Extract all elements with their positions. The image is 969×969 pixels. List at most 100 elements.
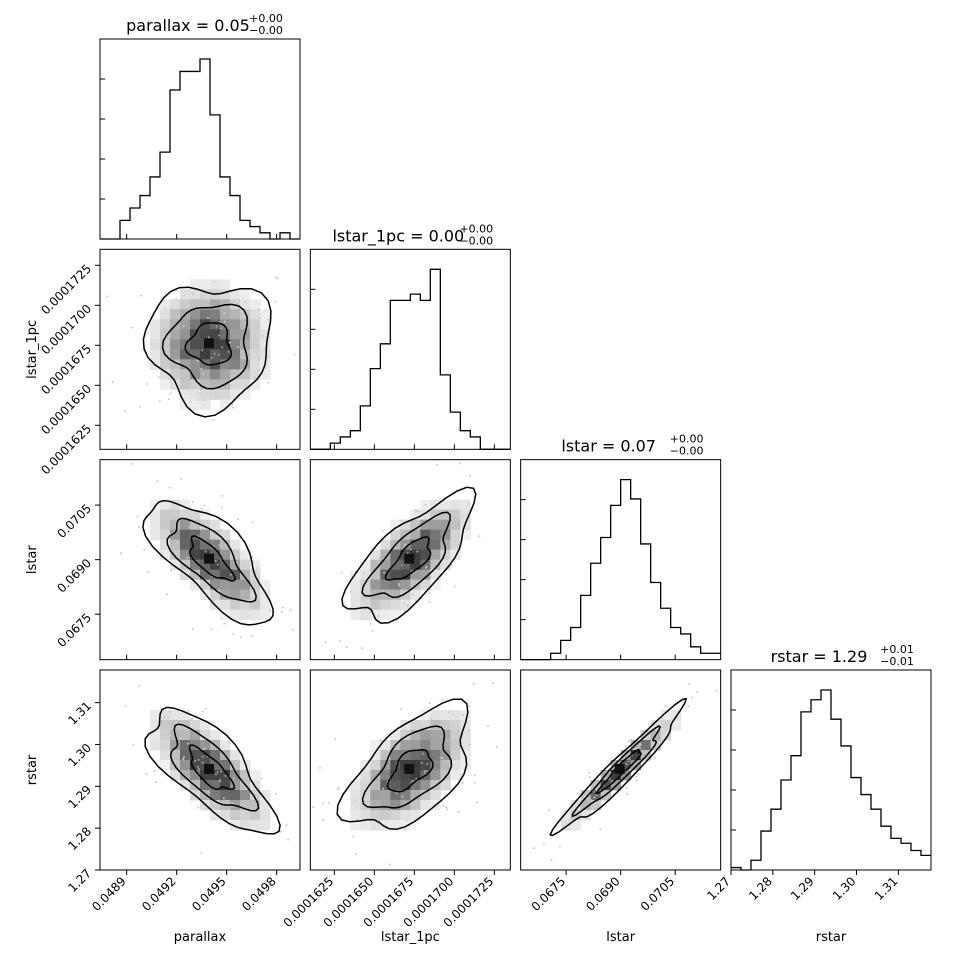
density-peak bbox=[404, 763, 415, 774]
y-tick-label-rstar: 1.30 bbox=[65, 741, 94, 770]
density-cell bbox=[200, 559, 211, 571]
density-cell bbox=[360, 769, 371, 781]
density-cell bbox=[180, 509, 191, 521]
density-cell bbox=[170, 369, 181, 380]
density-cell bbox=[220, 809, 231, 821]
scatter-point bbox=[267, 318, 270, 321]
density-cell bbox=[190, 339, 201, 350]
density-cell bbox=[200, 519, 211, 531]
density-cell bbox=[370, 789, 381, 801]
density-cell bbox=[250, 809, 261, 821]
density-cell bbox=[390, 779, 401, 791]
contour-level-1 bbox=[341, 486, 477, 624]
scatter-point bbox=[635, 775, 638, 778]
density-cell bbox=[400, 569, 411, 581]
density-cell bbox=[190, 549, 201, 561]
scatter-point bbox=[467, 729, 470, 732]
scatter-point bbox=[178, 737, 181, 740]
scatter-point bbox=[261, 334, 264, 337]
scatter-point bbox=[583, 793, 586, 796]
density-cell bbox=[170, 309, 181, 320]
density-cell bbox=[160, 719, 171, 731]
y-axis-label-rstar: rstar bbox=[25, 754, 40, 785]
scatter-point bbox=[186, 556, 189, 559]
scatter-point bbox=[243, 301, 246, 304]
scatter-point bbox=[354, 799, 357, 802]
density-cell bbox=[230, 549, 241, 561]
x-tick-label-parallax: 0.0498 bbox=[239, 874, 279, 914]
density-cell bbox=[250, 359, 261, 370]
density-cell bbox=[210, 759, 221, 771]
scatter-point bbox=[414, 509, 417, 512]
density-cell bbox=[410, 779, 421, 791]
scatter-point bbox=[486, 725, 489, 728]
scatter-point bbox=[653, 756, 656, 759]
density-cell bbox=[450, 519, 461, 531]
density-cell bbox=[370, 749, 381, 761]
density-cell bbox=[400, 519, 411, 531]
density-cell bbox=[240, 789, 251, 801]
scatter-point bbox=[291, 628, 294, 631]
density-cell bbox=[200, 749, 211, 761]
scatter-point bbox=[466, 528, 469, 531]
density-cell bbox=[580, 809, 592, 821]
density-cell bbox=[260, 589, 271, 601]
scatter-point bbox=[461, 781, 464, 784]
density-cell bbox=[460, 709, 471, 721]
scatter-point bbox=[170, 569, 173, 572]
scatter-point bbox=[239, 636, 242, 639]
density-cell bbox=[600, 779, 612, 791]
density-cell bbox=[400, 719, 411, 731]
density-cell bbox=[190, 369, 201, 380]
scatter-point bbox=[145, 773, 148, 776]
density-cell bbox=[460, 739, 471, 751]
scatter-point bbox=[212, 418, 215, 421]
density-cell bbox=[410, 519, 421, 531]
density-cell bbox=[170, 349, 181, 360]
scatter-point bbox=[376, 560, 379, 563]
scatter-point bbox=[216, 563, 219, 566]
contour-level-2 bbox=[571, 725, 661, 818]
title-minus-lstar_1pc: −0.00 bbox=[459, 234, 493, 247]
scatter-point bbox=[153, 769, 156, 772]
density-cell bbox=[200, 539, 211, 551]
scatter-point bbox=[411, 593, 414, 596]
density-cell bbox=[390, 519, 401, 531]
density-cell bbox=[430, 559, 441, 571]
density-cell bbox=[190, 309, 201, 320]
scatter-point bbox=[168, 486, 171, 489]
scatter-point bbox=[457, 810, 460, 813]
scatter-point bbox=[405, 819, 408, 822]
density-cell bbox=[260, 789, 271, 801]
density-cell bbox=[210, 539, 221, 551]
density-cell bbox=[370, 769, 381, 781]
density-cell bbox=[150, 709, 161, 721]
density-cell bbox=[210, 329, 221, 340]
density-cell bbox=[250, 609, 261, 621]
scatter-point bbox=[363, 572, 366, 575]
scatter-point bbox=[274, 301, 277, 304]
scatter-point bbox=[147, 331, 150, 334]
scatter-point bbox=[461, 516, 464, 519]
scatter-point bbox=[143, 548, 146, 551]
scatter-point bbox=[213, 352, 216, 355]
density-cell bbox=[220, 279, 231, 290]
scatter-point bbox=[416, 509, 419, 512]
scatter-point bbox=[377, 575, 380, 578]
x-axis-label-lstar: lstar bbox=[606, 930, 635, 945]
scatter-point bbox=[159, 707, 162, 710]
density-cell bbox=[380, 809, 391, 821]
scatter-point bbox=[167, 398, 170, 401]
density-cell bbox=[420, 739, 431, 751]
scatter-point bbox=[639, 743, 642, 746]
density-cell bbox=[250, 789, 261, 801]
density-cell bbox=[450, 769, 461, 781]
scatter-point bbox=[382, 589, 385, 592]
scatter-point bbox=[201, 349, 204, 352]
density-cell bbox=[350, 569, 361, 581]
x-tick-label-lstar: 0.0705 bbox=[638, 874, 678, 914]
y-tick-label-rstar: 1.31 bbox=[65, 699, 94, 728]
density-cell bbox=[460, 509, 471, 521]
density-cell bbox=[360, 579, 371, 591]
density-cell bbox=[660, 729, 672, 741]
